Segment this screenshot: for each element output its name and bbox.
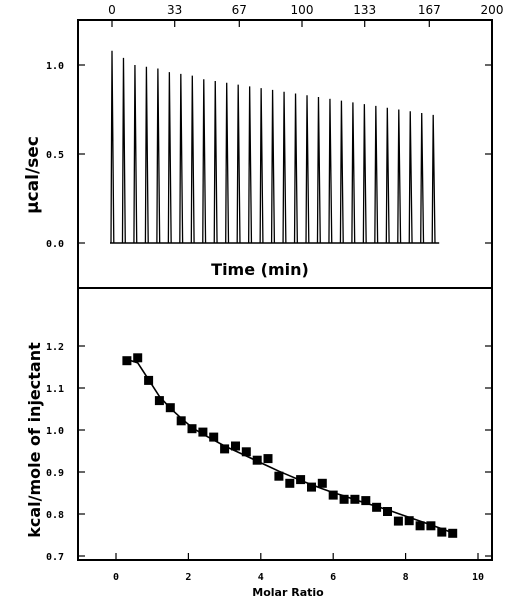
- isotherm-data-point: [437, 527, 447, 537]
- thermogram-peak: [248, 86, 253, 244]
- thermogram-peak: [133, 64, 138, 244]
- isotherm-data-point: [372, 502, 382, 512]
- thermogram-peak: [282, 91, 287, 244]
- thermogram-x-tick-label: 33: [167, 3, 182, 17]
- isotherm-data-point: [448, 528, 458, 538]
- isotherm-y-tick-label: 0.9: [46, 468, 64, 479]
- thermogram-panel: 0 33 67 100 133 167 200 0.0 0.5 1.0 Time (min) µ…: [23, 3, 503, 289]
- thermogram-x-tick-label: 133: [353, 3, 376, 17]
- isotherm-y-tick-label: 1.0: [46, 426, 64, 437]
- thermogram-peak: [144, 66, 149, 244]
- thermogram-x-tick-label: 67: [232, 3, 247, 17]
- thermogram-trace: [110, 50, 440, 244]
- thermogram-peak: [397, 109, 402, 244]
- binding-isotherm-panel: 0 2 4 6 8 10 0.7 0.8 0.9 1.0 1.1 1.2 Molar Ratio k…: [25, 287, 493, 599]
- thermogram-peak: [110, 50, 115, 244]
- thermogram-peak: [408, 111, 413, 244]
- thermogram-x-ticks: 0 33 67 100 133 167 200: [108, 3, 503, 27]
- thermogram-peak: [179, 73, 184, 244]
- thermogram-peak: [431, 114, 436, 244]
- isotherm-y-tick-label: 1.1: [46, 384, 64, 395]
- isotherm-data-point: [393, 516, 403, 526]
- isotherm-data-point: [317, 478, 327, 488]
- isotherm-data-point: [339, 494, 349, 504]
- isotherm-x-ticks: 0 2 4 6 8 10: [113, 553, 484, 583]
- isotherm-x-label: Molar Ratio: [252, 586, 324, 599]
- thermogram-y-ticks: 0.0 0.5 1.0: [46, 61, 492, 250]
- isotherm-data-point: [274, 471, 284, 481]
- isotherm-data-point: [426, 521, 436, 531]
- isotherm-x-tick-label: 2: [185, 572, 191, 583]
- isotherm-data-point: [415, 521, 425, 531]
- isotherm-data-point: [263, 454, 273, 464]
- isotherm-data-point: [361, 496, 371, 506]
- thermogram-x-tick-label: 200: [481, 3, 504, 17]
- thermogram-x-tick-label: 0: [108, 3, 116, 17]
- isotherm-data-point: [307, 482, 316, 492]
- thermogram-x-label: Time (min): [211, 260, 309, 279]
- isotherm-y-ticks: 0.7 0.8 0.9 1.0 1.1 1.2: [46, 342, 492, 563]
- thermogram-y-tick-label: 0.5: [46, 150, 64, 161]
- isotherm-data-point: [383, 507, 392, 516]
- thermogram-peak: [202, 79, 207, 244]
- isotherm-y-tick-label: 0.7: [46, 552, 64, 563]
- isotherm-data-point: [187, 424, 197, 434]
- isotherm-data-point: [144, 375, 154, 385]
- isotherm-data-point: [241, 447, 251, 457]
- thermogram-peak: [259, 88, 264, 244]
- thermogram-y-tick-label: 1.0: [46, 61, 64, 72]
- thermogram-peak: [270, 89, 276, 244]
- thermogram-peak: [236, 84, 241, 244]
- thermogram-peak: [316, 97, 321, 244]
- thermogram-peak: [339, 100, 344, 244]
- isotherm-data-point: [252, 455, 262, 465]
- thermogram-peak: [121, 57, 126, 244]
- isotherm-data-point: [176, 416, 186, 426]
- isotherm-data-point: [350, 494, 360, 504]
- isotherm-data-point: [231, 441, 240, 451]
- thermogram-peak: [156, 68, 161, 244]
- thermogram-peak: [167, 72, 172, 244]
- isotherm-data-point: [122, 356, 132, 366]
- isotherm-data-point: [328, 490, 338, 500]
- thermogram-x-tick-label: 167: [418, 3, 441, 17]
- isotherm-y-label: kcal/mole of injectant: [25, 342, 44, 538]
- isotherm-data-point: [154, 396, 164, 406]
- isotherm-data-point: [209, 432, 219, 442]
- isotherm-x-tick-label: 10: [472, 572, 484, 583]
- thermogram-peak: [420, 113, 425, 244]
- isotherm-x-tick-label: 4: [258, 572, 264, 583]
- thermogram-peak: [374, 105, 379, 244]
- thermogram-y-label: µcal/sec: [23, 136, 43, 214]
- thermogram-peak: [328, 98, 333, 244]
- isotherm-data-point: [285, 478, 295, 488]
- thermogram-y-tick-label: 0.0: [46, 239, 64, 250]
- isotherm-x-tick-label: 0: [113, 572, 119, 583]
- thermogram-peak: [305, 95, 310, 244]
- thermogram-peak: [351, 102, 356, 244]
- isotherm-data-point: [220, 444, 230, 454]
- thermogram-x-tick-label: 100: [291, 3, 314, 17]
- thermogram-peak: [293, 93, 298, 244]
- isotherm-data-point: [165, 403, 175, 413]
- isotherm-data: [122, 353, 458, 538]
- isotherm-y-tick-label: 0.8: [46, 510, 64, 521]
- isotherm-x-tick-label: 6: [330, 572, 336, 583]
- isotherm-data-point: [133, 353, 143, 363]
- isotherm-data-point: [296, 475, 306, 485]
- thermogram-peak: [190, 75, 195, 244]
- thermogram-peak: [385, 107, 390, 244]
- thermogram-peak: [213, 81, 218, 244]
- thermogram-peak: [362, 104, 367, 244]
- isotherm-data-point: [404, 516, 414, 526]
- isotherm-data-point: [198, 427, 208, 437]
- isotherm-x-tick-label: 8: [403, 572, 409, 583]
- isotherm-y-tick-label: 1.2: [46, 342, 64, 353]
- isotherm-frame: [77, 287, 493, 561]
- thermogram-peak: [225, 82, 230, 244]
